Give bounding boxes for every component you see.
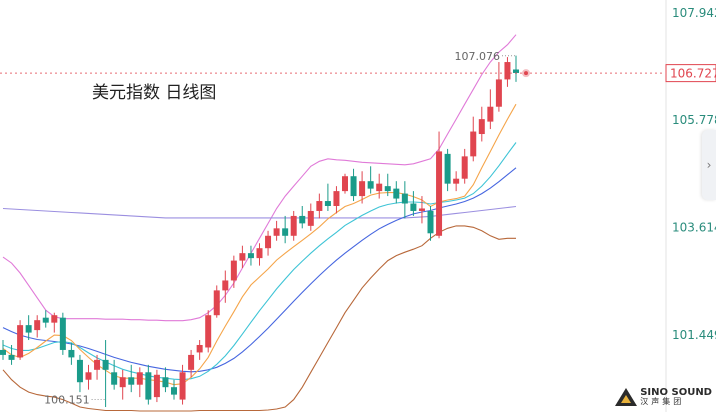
candle-body	[324, 201, 331, 206]
candle-body	[196, 344, 203, 353]
candle-body	[307, 210, 314, 226]
logo-text-cn: 汉声集团	[640, 397, 685, 406]
candle-body	[8, 354, 15, 360]
candle-body	[171, 387, 177, 395]
candle-body	[478, 119, 485, 135]
candle-body	[153, 374, 160, 398]
candle-body	[68, 349, 75, 358]
bollinger-upper-line	[2, 34, 517, 322]
candle-body	[136, 372, 143, 385]
candle-body	[273, 228, 280, 236]
low-price-label: 100.151	[44, 394, 90, 407]
candle-body	[0, 349, 6, 355]
chart-title: 美元指数 日线图	[92, 83, 217, 103]
expand-panel-button[interactable]: ›	[702, 130, 716, 200]
candle-body	[453, 178, 460, 184]
candle-body	[367, 181, 374, 189]
moving-average-cyan-line	[2, 142, 517, 381]
candle-body	[128, 377, 135, 385]
candle-body	[42, 317, 49, 323]
y-tick-label: 107.942	[672, 6, 716, 20]
high-price-label: 107.076	[455, 50, 501, 63]
candle-body	[213, 290, 220, 316]
candle-body	[205, 315, 212, 348]
candle-body	[239, 253, 246, 261]
candle-body	[376, 183, 383, 192]
candle-body	[111, 372, 118, 385]
candle-body	[265, 235, 272, 249]
candle-body	[290, 215, 297, 236]
candle-body	[25, 325, 32, 333]
candle-body	[85, 372, 92, 380]
chevron-right-icon: ›	[706, 158, 712, 172]
candle-body	[513, 69, 519, 73]
candle-body	[401, 193, 408, 204]
candle-body	[179, 372, 186, 400]
candle-body	[418, 208, 425, 211]
candle-body	[461, 156, 468, 179]
candle-body	[51, 315, 58, 323]
last-price-marker	[524, 71, 528, 76]
logo-icon	[615, 388, 638, 406]
candle-body	[350, 176, 357, 197]
candle-body	[76, 359, 83, 383]
candle-body	[342, 176, 348, 192]
last-price-box	[665, 64, 716, 83]
candle-body	[34, 320, 41, 331]
candle-body	[145, 372, 152, 400]
candle-body	[470, 131, 477, 157]
candle-body	[256, 248, 263, 259]
candle-body	[436, 151, 443, 236]
candle-body	[393, 188, 400, 199]
candle-body	[59, 317, 66, 350]
candle-body	[359, 181, 366, 197]
candle-body	[504, 62, 511, 80]
candle-body	[410, 203, 417, 211]
y-tick-label: 103.614	[672, 221, 716, 235]
candle-body	[17, 325, 24, 358]
candle-body	[119, 377, 126, 388]
candle-body	[102, 359, 109, 370]
candle-body	[282, 228, 289, 236]
candle-body	[247, 253, 254, 259]
candle-body	[384, 186, 391, 192]
candle-body	[444, 153, 451, 184]
brand-logo: SINO SOUND 汉声集团	[615, 388, 712, 406]
candle-body	[162, 377, 169, 388]
logo-text-en: SINO SOUND	[640, 387, 712, 398]
candle-body	[495, 79, 502, 107]
candle-body	[427, 210, 434, 234]
candle-body	[188, 354, 195, 370]
candle-body	[316, 201, 323, 211]
candle-body	[230, 260, 237, 281]
candle-body	[94, 359, 101, 370]
candle-body	[299, 215, 306, 224]
last-price-label: 106.727	[670, 67, 716, 81]
candle-body	[487, 106, 494, 122]
y-tick-label: 105.778	[672, 113, 716, 127]
candle-body	[333, 191, 340, 206]
y-tick-label: 101.449	[672, 328, 716, 342]
candle-body	[222, 280, 229, 291]
